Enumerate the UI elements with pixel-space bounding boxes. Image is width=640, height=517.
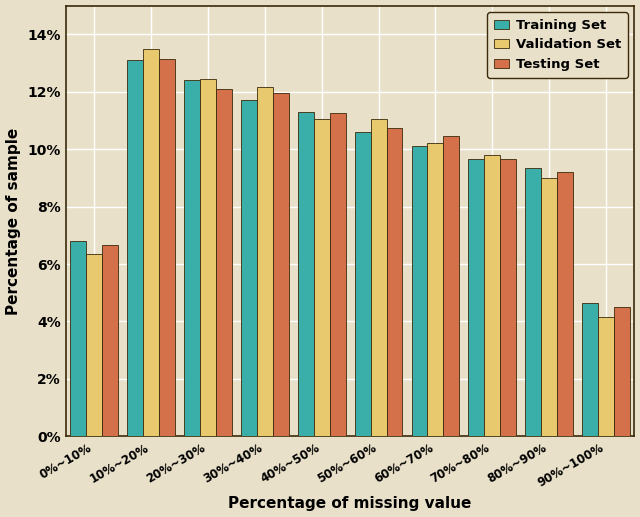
Bar	[387, 128, 403, 436]
Legend: Training Set, Validation Set, Testing Set: Training Set, Validation Set, Testing Se…	[487, 12, 628, 78]
Bar	[127, 60, 143, 436]
Y-axis label: Percentage of sample: Percentage of sample	[6, 127, 20, 314]
Bar	[412, 146, 428, 436]
Bar	[541, 178, 557, 436]
Bar	[598, 317, 614, 436]
Bar	[484, 155, 500, 436]
Bar	[428, 143, 444, 436]
Bar	[241, 100, 257, 436]
Bar	[143, 49, 159, 436]
Bar	[557, 172, 573, 436]
X-axis label: Percentage of missing value: Percentage of missing value	[228, 496, 472, 511]
Bar	[86, 254, 102, 436]
Bar	[468, 159, 484, 436]
Bar	[444, 136, 460, 436]
Bar	[314, 119, 330, 436]
Bar	[159, 59, 175, 436]
Bar	[216, 89, 232, 436]
Bar	[70, 241, 86, 436]
Bar	[525, 168, 541, 436]
Bar	[102, 246, 118, 436]
Bar	[298, 112, 314, 436]
Bar	[582, 303, 598, 436]
Bar	[614, 307, 630, 436]
Bar	[371, 119, 387, 436]
Bar	[257, 87, 273, 436]
Bar	[500, 159, 516, 436]
Bar	[330, 113, 346, 436]
Bar	[184, 80, 200, 436]
Bar	[200, 79, 216, 436]
Bar	[273, 93, 289, 436]
Bar	[355, 132, 371, 436]
